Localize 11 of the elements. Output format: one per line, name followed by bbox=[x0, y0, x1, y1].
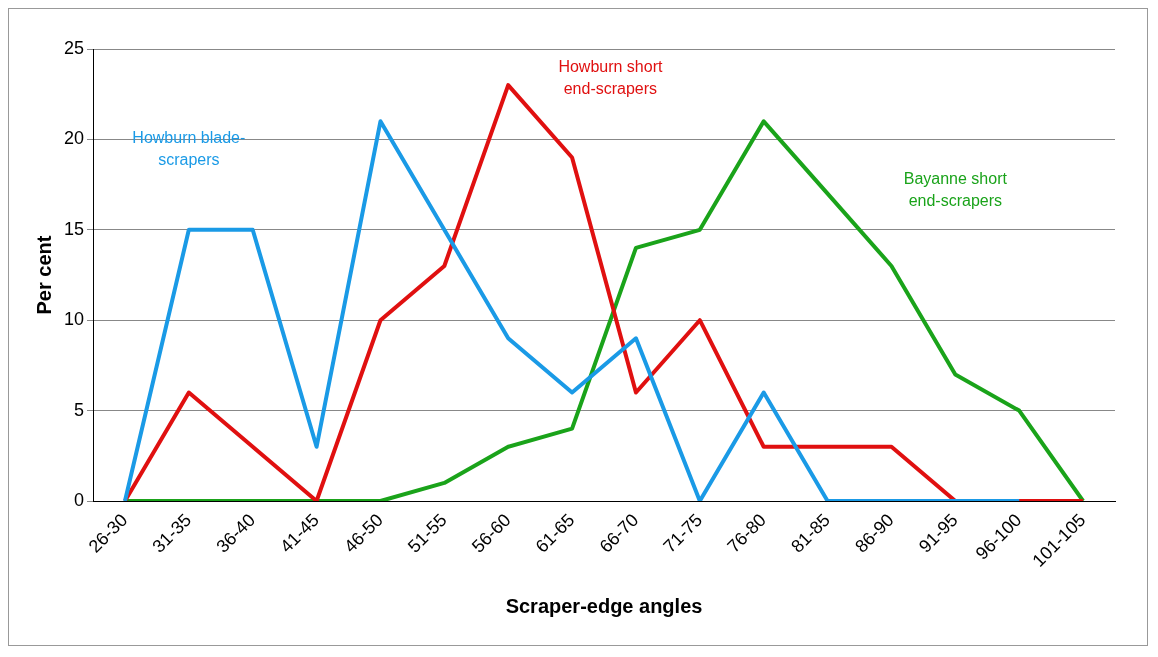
y-tick-label: 25 bbox=[63, 37, 85, 58]
y-tick-label: 10 bbox=[63, 309, 85, 330]
text: Bayanne short end-scrapers bbox=[903, 170, 1008, 210]
y-tick-label: 15 bbox=[63, 218, 85, 239]
y-axis-title: Per cent bbox=[32, 235, 55, 315]
y-tick-label: 5 bbox=[74, 399, 85, 420]
text: Howburn blade-scrapers bbox=[132, 128, 246, 168]
y-tick-label: 0 bbox=[74, 489, 85, 510]
series-label: Howburn short end-scrapers bbox=[558, 58, 663, 98]
x-axis-title: Scraper-edge angles bbox=[505, 594, 703, 617]
y-tick-label: 20 bbox=[63, 128, 85, 149]
